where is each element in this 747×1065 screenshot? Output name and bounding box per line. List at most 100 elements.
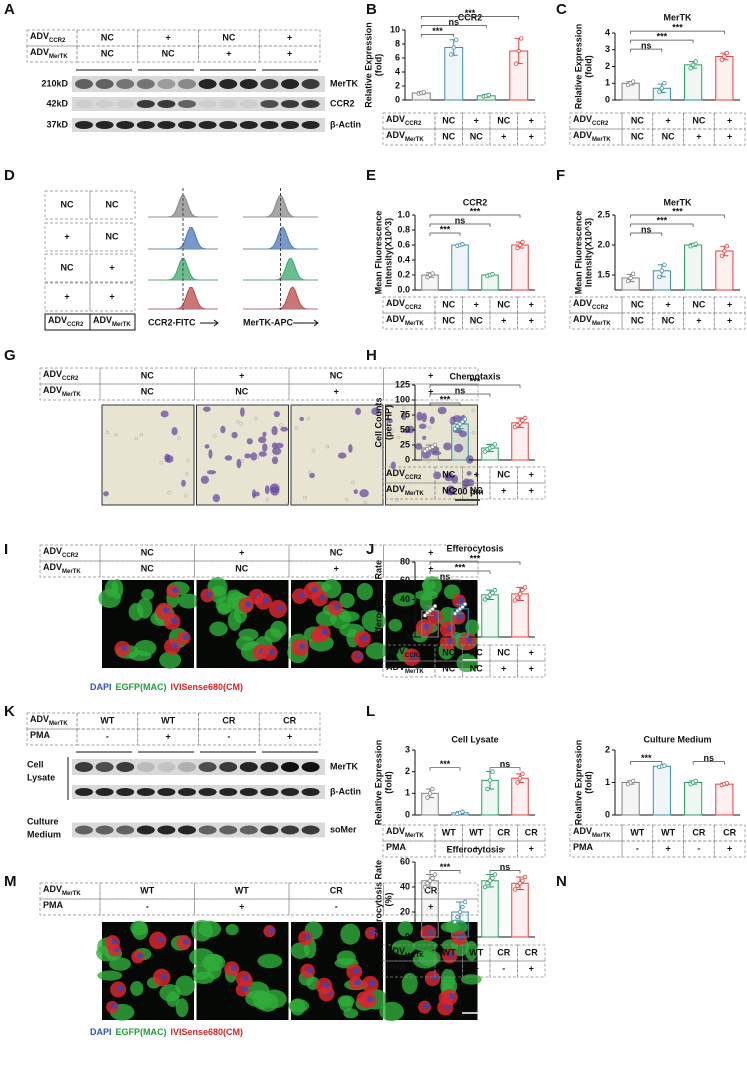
nucleus [171, 617, 178, 624]
label-main: ADV [386, 314, 405, 324]
data-point [520, 239, 525, 245]
table-value: NC [442, 299, 455, 309]
bar [511, 244, 529, 291]
group-label: Cell [27, 759, 44, 769]
nucleus [431, 974, 438, 981]
blot-band [301, 100, 320, 108]
data-point [462, 601, 468, 607]
y-tick-label: 1 [405, 788, 410, 798]
pore [395, 498, 399, 502]
y-axis-label: (fold) [583, 771, 593, 794]
table-cell [517, 296, 546, 314]
table-cell [462, 312, 491, 330]
cell-blob [299, 416, 304, 421]
y-axis-label: (fold) [583, 55, 593, 78]
pore [239, 421, 243, 426]
table-value: CR [424, 885, 437, 895]
table-cell [434, 960, 463, 978]
pore [311, 448, 316, 453]
label-main: ADV [93, 315, 112, 325]
table-value: CR [692, 827, 705, 837]
label-sub: CCR2 [405, 475, 422, 481]
data-point [427, 878, 433, 883]
blot-band [75, 762, 93, 772]
macrophage [227, 610, 242, 631]
nucleus [206, 591, 213, 598]
blot-band [157, 79, 176, 89]
nucleus [230, 964, 237, 971]
blot-band [136, 825, 155, 835]
significance-label: *** [440, 394, 451, 404]
macrophage [238, 628, 259, 641]
significance-bracket [429, 393, 491, 397]
label-sub: MerTK [112, 322, 131, 328]
panel-letter: D [4, 167, 15, 184]
nucleus [354, 979, 361, 986]
nucleus [298, 592, 305, 599]
row-label: ADVMerTK [43, 385, 81, 397]
blot-band [219, 79, 238, 89]
table-value: NC [497, 647, 510, 657]
y-axis-label: (per HP) [383, 405, 393, 440]
protein-label: β-Actin [330, 119, 361, 129]
macrophage [97, 970, 123, 981]
blot-band [95, 788, 114, 796]
label-main: PMA [386, 842, 407, 852]
pore [390, 429, 395, 433]
cell-blob [208, 449, 213, 459]
label-sub: CCR2 [405, 653, 422, 659]
blot-band [116, 762, 135, 772]
micrograph [101, 404, 195, 506]
table-value: NC [442, 647, 455, 657]
cell-blob [251, 489, 257, 499]
row-label: ADVMerTK [386, 662, 424, 674]
label-sub: MerTK [405, 321, 424, 327]
nucleus [356, 652, 363, 659]
blot-band [219, 121, 238, 129]
significance-bracket [429, 232, 461, 236]
table-value: WT [469, 827, 483, 837]
blot-band [157, 825, 176, 835]
table-value: + [334, 386, 339, 396]
blot-band [239, 79, 258, 89]
table-value: NC [141, 547, 154, 557]
cell-blob [220, 425, 226, 434]
table-value: - [227, 731, 230, 741]
table-cell [434, 644, 463, 662]
y-tick-label: 2 [395, 80, 400, 90]
panel-letter: G [4, 347, 16, 364]
table-cell [517, 840, 546, 858]
cell-blob [262, 431, 267, 438]
significance-label: *** [440, 224, 451, 234]
table-cell [517, 824, 546, 842]
data-point [430, 606, 435, 612]
blot-band [136, 762, 155, 772]
table-value: + [529, 663, 534, 673]
table-cell [198, 728, 260, 746]
table-cell [382, 312, 436, 330]
macrophage [421, 579, 436, 591]
table-cell [434, 824, 463, 842]
cell-blob [250, 452, 258, 461]
pore [279, 423, 283, 427]
label-sub: CCR2 [405, 121, 422, 127]
table-cell [382, 112, 436, 130]
table-value: + [529, 315, 534, 325]
macrophage [460, 974, 482, 985]
table-cell [462, 112, 491, 130]
axis-label: MerTK-APC [243, 317, 294, 327]
data-point [485, 786, 490, 792]
cell-blob [258, 436, 267, 444]
significance-bracket [692, 761, 725, 765]
cell-blob [371, 407, 380, 416]
panel-letter: A [4, 1, 15, 18]
blot-band [301, 121, 320, 129]
data-point [512, 598, 518, 603]
table-value: NC [662, 315, 675, 325]
nucleus [241, 985, 248, 992]
blot-band [198, 100, 217, 108]
y-tick-label: 2 [405, 766, 410, 776]
data-point [657, 89, 662, 94]
table-value: + [727, 115, 732, 125]
nucleus [466, 637, 473, 644]
